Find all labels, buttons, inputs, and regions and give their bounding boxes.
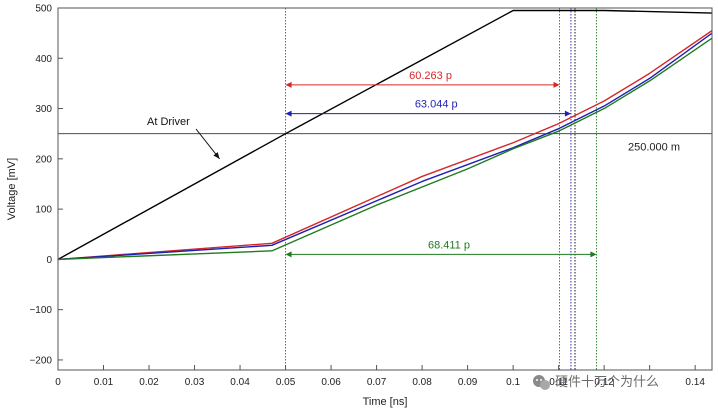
series-line-1 (58, 30, 712, 261)
measurement-label: 60.263 p (409, 70, 452, 82)
y-tick-label: 200 (35, 154, 52, 165)
watermark: 硬件十万个为什么 (533, 375, 659, 390)
y-tick-label: −200 (29, 355, 52, 366)
plot-frame (57, 7, 713, 371)
measurement-label: 63.044 p (415, 99, 458, 111)
measurement-2: 68.411 p (285, 239, 597, 258)
x-tick-label: 0.1 (506, 377, 520, 388)
plot-background (58, 8, 712, 370)
annotation-arrow-head (213, 152, 220, 159)
measurement-arrow-left (285, 81, 292, 88)
measurement-label: 68.411 p (428, 239, 470, 251)
x-tick-label: 0.04 (230, 377, 250, 388)
x-tick-label: 0.03 (185, 377, 205, 388)
y-tick-label: 0 (46, 255, 52, 266)
measurement-arrow-right (564, 110, 571, 117)
y-tick-label: 100 (35, 205, 52, 216)
x-tick-label: 0.01 (94, 377, 114, 388)
measurement-arrow-left (285, 110, 292, 117)
x-tick-label: 0.02 (139, 377, 159, 388)
series-line-2 (58, 32, 712, 261)
wechat-icon (533, 375, 550, 390)
series-line-0 (58, 9, 712, 261)
x-tick-label: 0.08 (412, 377, 432, 388)
x-tick-label: 0.05 (276, 377, 296, 388)
reference-line-label: 250.000 m (628, 142, 680, 154)
x-tick-label: 0.12 (594, 377, 614, 388)
measurement-arrow-left (285, 251, 292, 258)
x-tick-label: 0.14 (685, 377, 705, 388)
x-tick-label: 0 (55, 377, 61, 388)
measurement-arrow-right (590, 251, 597, 258)
y-tick-label: 300 (35, 104, 52, 115)
x-tick-label: 0.07 (367, 377, 387, 388)
series-line-3 (58, 37, 712, 261)
measurement-arrow-right (553, 81, 560, 88)
y-tick-label: 500 (35, 4, 52, 15)
annotation-label: At Driver (147, 116, 190, 128)
y-tick-label: −100 (29, 305, 52, 316)
x-tick-label: 0.09 (458, 377, 478, 388)
y-tick-label: 400 (35, 54, 52, 65)
x-tick-label: 0.06 (321, 377, 341, 388)
measurement-1: 63.044 p (285, 99, 571, 117)
y-axis-title: Voltage [mV] (6, 158, 18, 220)
annotation-0: At Driver (147, 116, 220, 160)
watermark-text: 硬件十万个为什么 (555, 375, 659, 390)
measurement-0: 60.263 p (285, 70, 560, 88)
x-axis-title: Time [ns] (363, 396, 408, 408)
x-tick-label: 0.11 (549, 377, 568, 388)
